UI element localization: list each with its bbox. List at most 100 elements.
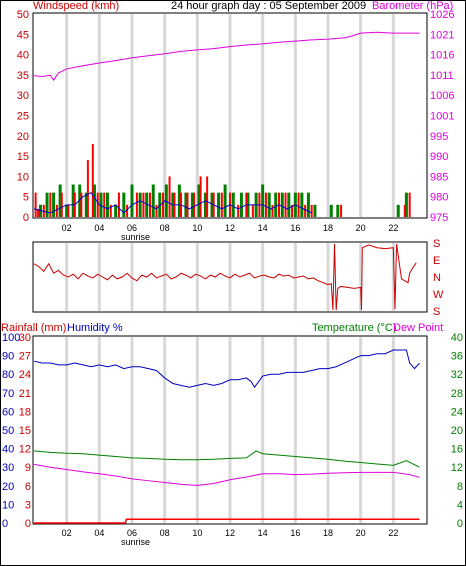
barometer-tick-label: 980 (430, 192, 448, 204)
sunrise-label-bottom: sunrise (121, 537, 150, 547)
wind-tick-label: 20 (17, 131, 29, 143)
wind-bar (67, 204, 70, 217)
temp-x-tick-label: 04 (94, 528, 104, 538)
gust-bar (197, 184, 201, 217)
wind-tick-label: 45 (17, 29, 29, 41)
rain-line (34, 518, 420, 524)
sunrise-label-top: sunrise (121, 232, 150, 242)
humidity-tick-label: 100 (2, 332, 20, 344)
wind-x-tick-label: 06 (127, 223, 137, 233)
wind-bar (304, 204, 307, 217)
barometer-tick-label: 975 (430, 212, 448, 224)
rain-tick-label: 18 (19, 406, 31, 418)
wind-bar (186, 192, 189, 217)
wind-bar (142, 192, 145, 217)
gust-bar (336, 204, 340, 217)
humidity-tick-label: 80 (2, 369, 14, 381)
barometer-tick-label: 1011 (430, 70, 454, 82)
dewpoint-line (33, 463, 420, 486)
temp-tick-label: 0 (457, 518, 463, 530)
temp-x-tick-label: 02 (62, 528, 72, 538)
wind-tick-label: 10 (17, 171, 29, 183)
wind-bar (86, 160, 89, 217)
rain-tick-label: 21 (19, 388, 31, 400)
wind-x-tick-label: 02 (62, 223, 72, 233)
wind-bar (49, 192, 52, 217)
barometer-tick-label: 990 (430, 151, 448, 163)
rainfall-label: Rainfall (mm) (1, 322, 66, 334)
gust-bar (114, 204, 118, 217)
temp-tick-label: 4 (457, 499, 463, 511)
wind-tick-label: 50 (17, 9, 29, 21)
gust-bar (177, 184, 181, 217)
direction-marks (33, 243, 417, 311)
gust-bar (280, 192, 284, 217)
temp-y-axis: 0 4 8 12 16 20 24 28 32 36 40 (451, 332, 463, 530)
humidity-line (33, 349, 420, 389)
gust-bar (138, 192, 142, 217)
temp-x-tick-label: 22 (388, 528, 398, 538)
temp-x-tick-label: 18 (323, 528, 333, 538)
wind-tick-label: 30 (17, 90, 29, 102)
temp-x-tick-label: 08 (160, 528, 170, 538)
rain-tick-label: 27 (19, 351, 31, 363)
wind-bar (284, 192, 287, 217)
gust-bar (217, 192, 221, 217)
wind-bar (55, 204, 58, 217)
wind-bar (271, 204, 274, 217)
wind-bar (220, 192, 223, 217)
humidity-tick-label: 10 (2, 499, 14, 511)
wind-panel: 0 5 10 15 20 25 30 35 40 45 50 975 980 985 990 995 1001… (17, 9, 455, 242)
temp-tick-label: 12 (451, 462, 463, 474)
wind-x-tick-label: 10 (192, 223, 202, 233)
rain-tick-label: 30 (19, 332, 31, 344)
humidity-tick-label: 20 (2, 481, 14, 493)
temp-x-tick-label: 10 (192, 528, 202, 538)
gust-bar (99, 192, 103, 217)
gust-bar (106, 192, 109, 217)
temperature-line (33, 450, 420, 468)
wind-bar (237, 204, 240, 217)
wind-tick-label: 15 (17, 151, 29, 163)
wind-x-tick-label: 12 (225, 223, 235, 233)
wind-x-tick-label: 18 (323, 223, 333, 233)
wind-x-tick-label: 16 (290, 223, 300, 233)
barometer-label: Barometer (hPa) (372, 0, 453, 12)
temp-x-tick-label: 14 (258, 528, 268, 538)
direction-tick-label: S (433, 238, 440, 250)
wind-tick-label: 25 (17, 111, 29, 123)
humidity-tick-label: 0 (2, 518, 8, 530)
gust-bar (130, 184, 134, 217)
gust-bar (84, 192, 88, 217)
gust-bar (58, 184, 62, 217)
rain-tick-label: 9 (25, 462, 31, 474)
wind-bar (403, 204, 406, 217)
direction-tick-label: E (433, 255, 440, 267)
wind-tick-label: 5 (23, 192, 29, 204)
temp-tick-label: 36 (451, 351, 463, 363)
temp-tick-label: 40 (451, 332, 463, 344)
gust-bar (92, 184, 96, 217)
gust-bar (184, 192, 188, 217)
wind-bar (291, 204, 294, 217)
wind-x-tick-label: 14 (258, 223, 268, 233)
gust-bar (306, 192, 310, 217)
barometer-tick-label: 995 (430, 131, 448, 143)
humidity-tick-label: 60 (2, 406, 14, 418)
wind-bar (103, 192, 106, 217)
temperature-label: Temperature (°C) (312, 322, 396, 334)
wind-bar (117, 192, 120, 217)
wind-tick-label: 35 (17, 70, 29, 82)
rain-tick-label: 6 (25, 481, 31, 493)
barometer-tick-label: 985 (430, 171, 448, 183)
dewpoint-label: Dew Point (393, 322, 443, 334)
temp-tick-label: 24 (451, 406, 463, 418)
barometer-tick-label: 1021 (430, 29, 454, 41)
gust-bar (404, 192, 408, 217)
humidity-tick-label: 40 (2, 444, 14, 456)
wind-bar (34, 192, 37, 217)
barometer-line (33, 31, 420, 81)
direction-tick-label: S (433, 306, 440, 318)
